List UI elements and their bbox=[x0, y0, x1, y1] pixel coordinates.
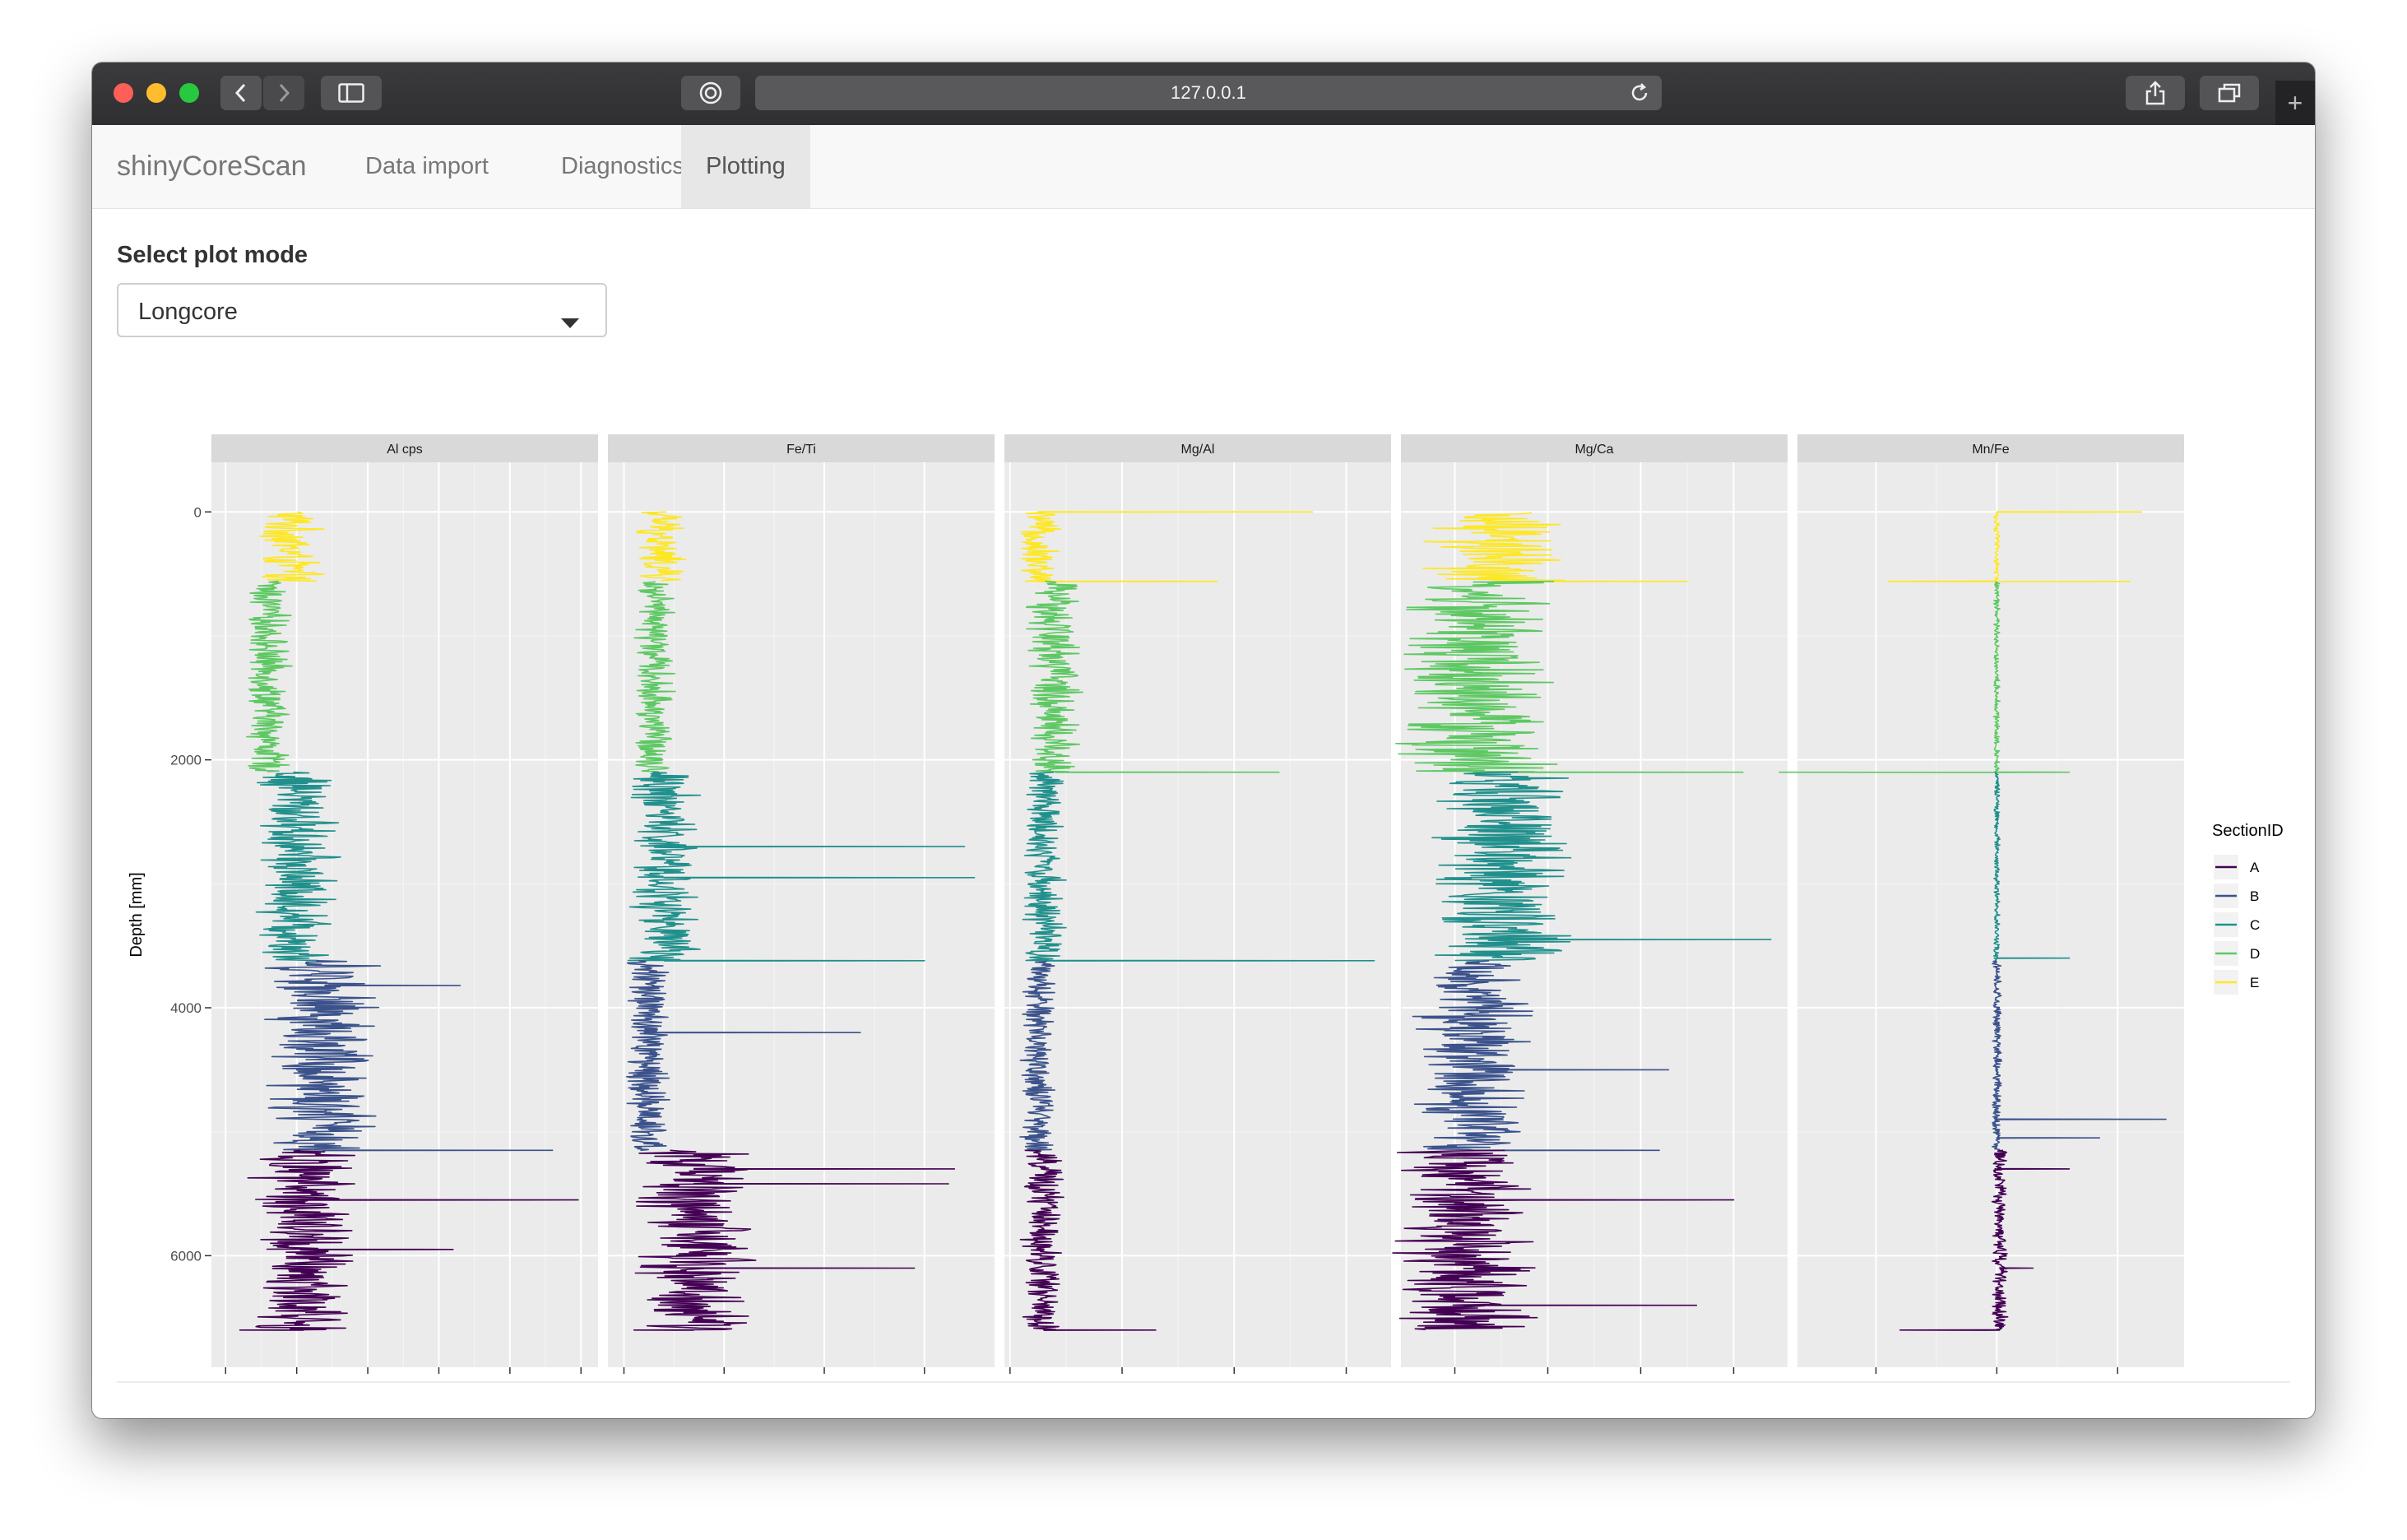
legend-label-d: D bbox=[2250, 946, 2260, 962]
sidebar-icon bbox=[338, 83, 364, 103]
series-line-mn-fe-d bbox=[1779, 581, 2071, 773]
reload-icon[interactable] bbox=[1629, 82, 1650, 109]
panel-title-al-cps: Al cps bbox=[387, 443, 423, 457]
y-tick-label: 2000 bbox=[170, 753, 202, 768]
tab-data-import[interactable]: Data import bbox=[365, 153, 489, 179]
sidebar-toggle-button[interactable] bbox=[321, 76, 382, 110]
y-tick-label: 0 bbox=[194, 504, 202, 520]
plot-mode-select[interactable]: Longcore bbox=[117, 283, 607, 337]
address-bar[interactable]: 127.0.0.1 bbox=[755, 76, 1662, 110]
tab-plotting[interactable]: Plotting bbox=[681, 125, 810, 208]
panel-title-fe-ti: Fe/Ti bbox=[786, 443, 816, 457]
browser-titlebar: 127.0.0.1 + bbox=[92, 63, 2315, 126]
plot-mode-label: Select plot mode bbox=[117, 242, 308, 268]
forward-button[interactable] bbox=[263, 76, 304, 110]
panel-background-al-cps bbox=[211, 462, 598, 1367]
privacy-report-button[interactable] bbox=[681, 76, 740, 110]
series-line-fe-ti-c bbox=[627, 771, 976, 962]
series-line-fe-ti-e bbox=[636, 511, 687, 582]
tabs-icon bbox=[2218, 83, 2241, 103]
series-line-mn-fe-b bbox=[1992, 960, 2167, 1152]
chevron-left-icon bbox=[234, 83, 246, 103]
panel-title-mg-ca: Mg/Ca bbox=[1575, 443, 1613, 457]
app-brand[interactable]: shinyCoreScan bbox=[117, 151, 307, 182]
panel-strip-fe-ti bbox=[608, 434, 995, 462]
series-line-fe-ti-b bbox=[626, 960, 861, 1152]
tabs-overview-button[interactable] bbox=[2200, 76, 2259, 110]
series-line-mg-al-e bbox=[1020, 511, 1314, 582]
series-line-mg-al-a bbox=[1019, 1149, 1157, 1331]
panel-title-mg-al: Mg/Al bbox=[1181, 443, 1215, 457]
share-button[interactable] bbox=[2126, 76, 2185, 110]
zoom-window-button[interactable] bbox=[179, 83, 199, 103]
panel-strip-mg-al bbox=[1004, 434, 1391, 462]
caret-down-icon bbox=[561, 308, 579, 335]
minimize-window-button[interactable] bbox=[146, 83, 166, 103]
series-line-mg-ca-c bbox=[1431, 771, 1772, 962]
browser-window: 127.0.0.1 + shinyCoreScan Data import Di… bbox=[92, 63, 2315, 1418]
series-line-mg-ca-d bbox=[1395, 580, 1744, 773]
series-line-al-cps-c bbox=[255, 771, 341, 962]
url-text: 127.0.0.1 bbox=[1171, 82, 1246, 103]
series-line-mn-fe-e bbox=[1887, 511, 2143, 582]
close-window-button[interactable] bbox=[114, 83, 133, 103]
y-tick-label: 4000 bbox=[170, 1000, 202, 1016]
series-line-al-cps-a bbox=[239, 1149, 579, 1331]
series-line-al-cps-e bbox=[259, 511, 325, 582]
y-axis-title: Depth [mm] bbox=[128, 872, 146, 957]
new-tab-button[interactable]: + bbox=[2275, 81, 2315, 125]
series-line-al-cps-b bbox=[264, 960, 554, 1152]
series-line-mn-fe-c bbox=[1992, 772, 2071, 962]
series-line-mn-fe-a bbox=[1899, 1149, 2071, 1331]
series-line-fe-ti-a bbox=[633, 1149, 956, 1331]
panel-strip-mn-fe bbox=[1797, 434, 2184, 462]
panel-background-mn-fe bbox=[1797, 462, 2184, 1367]
panel-strip-al-cps bbox=[211, 434, 598, 462]
legend-title: SectionID bbox=[2212, 822, 2284, 840]
plot-mode-value: Longcore bbox=[138, 299, 238, 325]
tab-diagnostics[interactable]: Diagnostics bbox=[561, 153, 684, 179]
shield-icon bbox=[699, 81, 722, 104]
series-line-fe-ti-d bbox=[633, 581, 676, 772]
series-line-al-cps-d bbox=[246, 580, 293, 772]
plus-icon: + bbox=[2287, 88, 2303, 118]
series-line-mg-ca-b bbox=[1412, 960, 1670, 1152]
y-tick-label: 6000 bbox=[170, 1248, 202, 1264]
legend-label-e: E bbox=[2250, 975, 2259, 990]
series-line-mg-al-c bbox=[1022, 771, 1375, 962]
series-line-mg-ca-e bbox=[1422, 511, 1688, 582]
panel-background-mg-al bbox=[1004, 462, 1391, 1367]
series-line-mg-ca-a bbox=[1392, 1149, 1735, 1330]
series-line-mg-al-d bbox=[1026, 580, 1280, 773]
app-navbar: shinyCoreScan Data import Diagnostics Pl… bbox=[92, 125, 2315, 209]
panel-title-mn-fe: Mn/Fe bbox=[1972, 443, 2009, 457]
back-button[interactable] bbox=[220, 76, 262, 110]
legend-label-c: C bbox=[2250, 917, 2260, 933]
series-line-mg-al-b bbox=[1019, 960, 1055, 1152]
legend-label-b: B bbox=[2250, 888, 2259, 904]
panel-strip-mg-ca bbox=[1401, 434, 1788, 462]
chevron-right-icon bbox=[279, 83, 290, 103]
footer-divider bbox=[117, 1381, 2290, 1383]
legend-label-a: A bbox=[2250, 860, 2260, 875]
share-icon bbox=[2145, 81, 2165, 105]
